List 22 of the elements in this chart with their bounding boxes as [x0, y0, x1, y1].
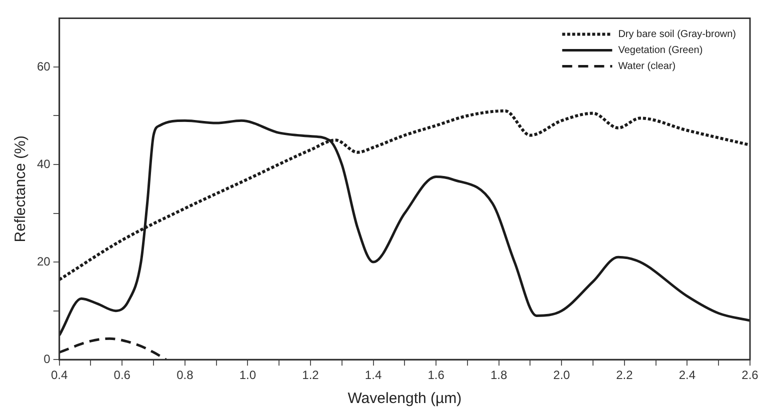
x-tick-label: 0.6	[114, 368, 131, 382]
legend-label: Vegetation (Green)	[618, 44, 703, 56]
x-tick-label: 1.4	[364, 368, 382, 382]
x-tick-label: 2.6	[742, 368, 759, 382]
y-axis-title: Reflectance (%)	[12, 136, 30, 242]
x-tick-label: 2.0	[553, 368, 570, 382]
y-tick-label: 40	[36, 156, 51, 171]
x-tick-label: 0.8	[176, 368, 194, 382]
y-tick-label: 20	[36, 254, 51, 268]
x-tick-label: 1.0	[239, 368, 256, 382]
x-tick-label: 1.8	[490, 368, 508, 382]
x-axis-title: Wavelength (µm)	[348, 390, 462, 408]
x-tick-label: 2.2	[616, 368, 634, 382]
line-series	[59, 337, 168, 360]
x-tick-label: 2.4	[678, 368, 696, 382]
legend-label: Water (clear)	[618, 60, 676, 72]
x-tick-label: 1.6	[428, 368, 445, 382]
x-tick-label: 1.2	[302, 368, 320, 382]
y-tick-label: 60	[36, 59, 51, 74]
x-tick-label: 0.4	[51, 368, 68, 382]
y-tick-label: 0	[44, 352, 51, 366]
legend-label: Dry bare soil (Gray-brown)	[618, 28, 736, 40]
